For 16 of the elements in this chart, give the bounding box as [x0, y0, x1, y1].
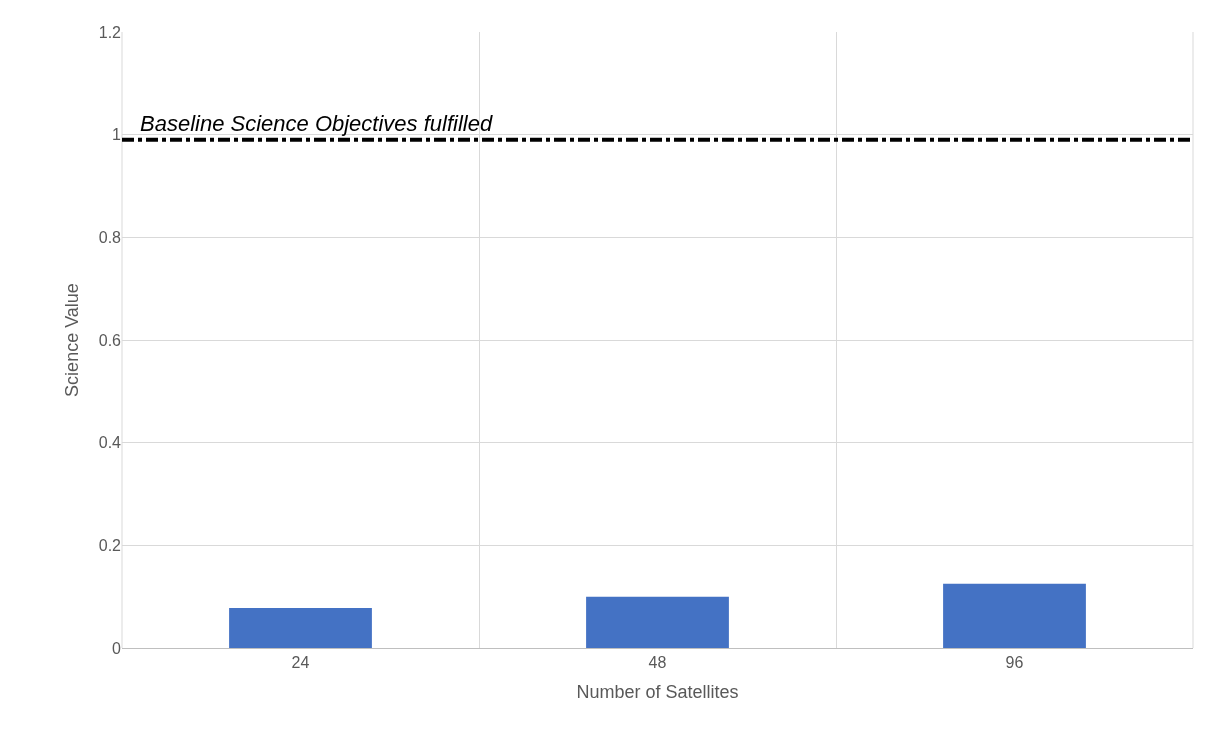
y-tick-label: 0.4: [98, 434, 122, 452]
y-tick-label: 0.2: [98, 536, 122, 554]
x-axis-title: Number of Satellites: [576, 682, 739, 703]
y-tick-label: 1: [112, 126, 122, 144]
x-tick-label: 48: [648, 654, 667, 672]
y-tick-label: 0.6: [98, 331, 122, 349]
y-tick-label: 0.8: [98, 228, 122, 246]
x-tick-label: 96: [1005, 654, 1024, 672]
bar: [586, 596, 729, 648]
ref-line-label: Baseline Science Objectives fulfilled: [140, 111, 493, 136]
bar: [229, 607, 372, 648]
x-tick-label: 24: [291, 654, 310, 672]
bar: [943, 583, 1086, 648]
y-tick-label: 0: [112, 639, 122, 657]
y-axis-title: Science Value: [61, 283, 82, 397]
y-tick-label: 1.2: [98, 23, 122, 41]
